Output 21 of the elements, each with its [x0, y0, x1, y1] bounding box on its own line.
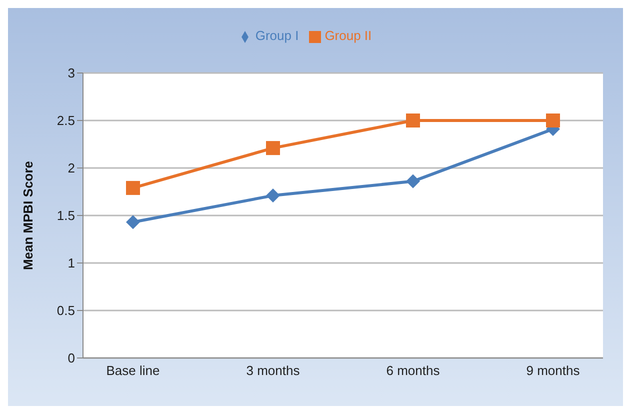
- point: [546, 114, 560, 128]
- x-tick-label: 3 months: [246, 363, 300, 378]
- point: [126, 215, 140, 230]
- y-tick-label: 3: [68, 66, 75, 81]
- point: [266, 188, 280, 203]
- y-tick-label: 0: [68, 350, 75, 366]
- y-axis-title: Mean MPBI Score: [20, 160, 36, 270]
- legend-label: Group I: [255, 28, 299, 43]
- y-tick-label: 1: [68, 256, 75, 271]
- point: [406, 114, 420, 128]
- point: [406, 174, 420, 188]
- legend-label: Group II: [324, 28, 372, 43]
- point: [266, 141, 280, 156]
- x-tick-label: 6 months: [386, 363, 440, 378]
- point: [126, 180, 140, 195]
- y-tick-label: 0.5: [56, 303, 75, 318]
- x-tick-label: Base line: [106, 363, 160, 378]
- x-tick-label: 9 months: [526, 363, 580, 378]
- y-tick-label: 2: [68, 160, 75, 176]
- y-tick-label: 1.5: [56, 208, 75, 224]
- y-tick-label: 2.5: [56, 113, 75, 128]
